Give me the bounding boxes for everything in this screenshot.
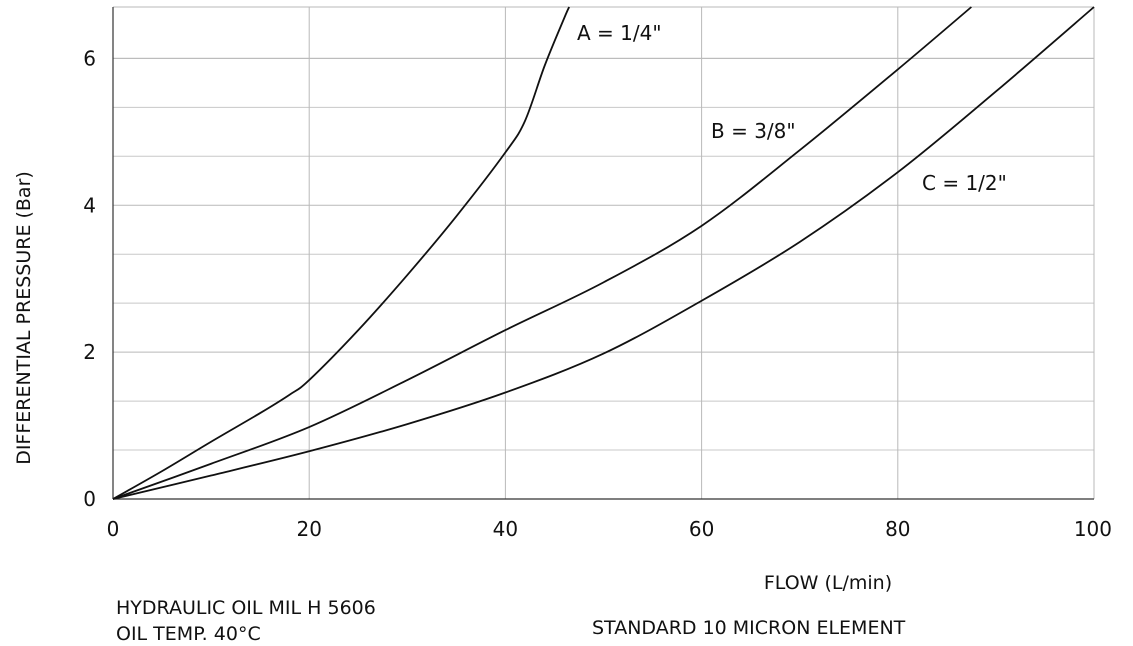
series-b-line — [112, 6, 972, 500]
series-b-label: B = 3/8" — [711, 119, 796, 143]
fluid-note-line1: HYDRAULIC OIL MIL H 5606 — [116, 597, 376, 619]
x-tick-label: 0 — [107, 517, 120, 541]
series-c-line — [112, 6, 1095, 500]
y-tick-label: 6 — [83, 46, 96, 70]
x-axis-title: FLOW (L/min) — [764, 572, 892, 594]
axes — [112, 7, 1094, 500]
x-tick-label: 40 — [493, 517, 518, 541]
x-tick-label: 20 — [296, 517, 321, 541]
grid — [113, 6, 1095, 499]
series-a-line — [112, 6, 570, 500]
series-labels: A = 1/4" B = 3/8" C = 1/2" — [577, 21, 1007, 195]
x-tick-label: 60 — [689, 517, 714, 541]
element-note: STANDARD 10 MICRON ELEMENT — [592, 617, 906, 639]
series-a-label: A = 1/4" — [577, 21, 662, 45]
series-lines — [112, 6, 1095, 500]
x-tick-label: 100 — [1074, 517, 1112, 541]
y-tick-label: 4 — [83, 193, 96, 217]
series-c-label: C = 1/2" — [922, 171, 1007, 195]
y-tick-label: 0 — [83, 487, 96, 511]
y-tick-label: 2 — [83, 340, 96, 364]
y-tick-labels: 0 2 4 6 — [83, 46, 96, 511]
y-axis-title: DIFFERENTIAL PRESSURE (Bar) — [13, 171, 35, 465]
x-tick-label: 80 — [885, 517, 910, 541]
fluid-note-line2: OIL TEMP. 40°C — [116, 623, 261, 645]
x-tick-labels: 0 20 40 60 80 100 — [107, 517, 1112, 541]
